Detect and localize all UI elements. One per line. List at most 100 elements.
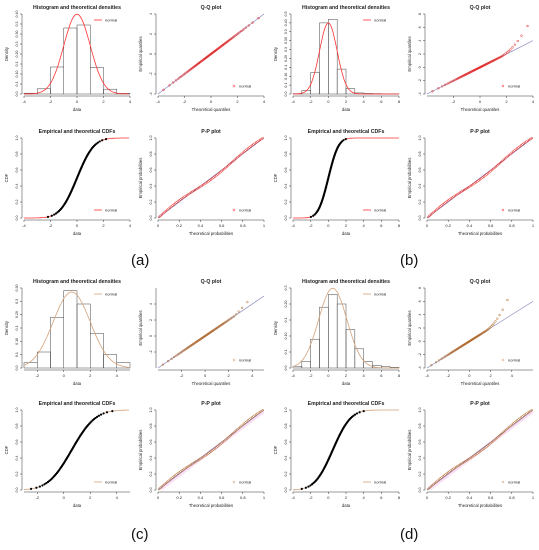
y-tick-label: -2 xyxy=(149,350,153,353)
y-tick-label: 0.4 xyxy=(284,184,288,189)
pp-point xyxy=(231,432,234,436)
legend: normal xyxy=(363,291,386,296)
pp-point xyxy=(511,422,515,425)
qq-point xyxy=(438,359,441,362)
qq-point xyxy=(437,87,440,90)
y-tick-label: 0.8 xyxy=(149,152,153,157)
x-tick-label: 2 xyxy=(345,495,348,500)
x-axis-label: Theoretical quantiles xyxy=(461,107,500,112)
qq-point xyxy=(431,90,434,93)
x-tick-label: 0 xyxy=(327,99,330,104)
qq-point xyxy=(498,313,501,317)
pp-point xyxy=(428,214,431,217)
x-tick-label: 2 xyxy=(102,99,105,104)
hist-bar xyxy=(116,362,131,369)
qq-point xyxy=(507,49,510,53)
theoretical-cdf xyxy=(293,409,399,491)
x-tick-label: 4 xyxy=(363,373,366,378)
y-tick-label: 1.0 xyxy=(284,136,288,141)
y-tick-label: 0.0 xyxy=(15,488,19,493)
qq-point xyxy=(240,306,244,310)
x-axis-label: data xyxy=(342,503,351,508)
x-tick-label: 2 xyxy=(89,373,92,378)
x-tick-label: 2 xyxy=(345,373,348,378)
plot-title: Q-Q plot xyxy=(470,279,491,285)
pp-point xyxy=(223,167,226,171)
y-tick-label: 0 xyxy=(418,66,422,68)
pp-point xyxy=(166,480,169,484)
legend-marker xyxy=(501,358,505,362)
qq-point xyxy=(167,359,170,363)
y-tick-label: 0.30 xyxy=(15,31,19,38)
qq-point xyxy=(509,48,512,51)
x-tick-label: 4 xyxy=(116,373,119,378)
plot-11: Q-Q plot Theoretical quantiles Empirical q… xyxy=(407,279,534,386)
pp-point xyxy=(216,173,219,176)
y-tick-label: 0.4 xyxy=(15,184,19,189)
pp-point xyxy=(164,209,168,213)
x-tick-label: 8 xyxy=(398,373,401,378)
qq-point xyxy=(240,29,243,33)
hist-bar xyxy=(76,24,91,95)
x-tick-label: 0 xyxy=(327,373,330,378)
panel-label-a: (a) xyxy=(131,252,150,269)
pp-point xyxy=(510,423,513,426)
qq-point xyxy=(172,355,176,359)
pp-point xyxy=(235,157,238,160)
y-axis-label: Empirical probabilities xyxy=(407,430,412,471)
x-tick-label: -2 xyxy=(309,99,313,104)
pp-point xyxy=(435,208,438,212)
pp-point xyxy=(228,435,231,438)
x-axis-label: Theoretical probabilities xyxy=(189,231,233,236)
x-tick-label: 6 xyxy=(380,373,383,378)
y-axis-label: CDF xyxy=(273,173,278,182)
ecdf-point xyxy=(96,141,100,144)
ecdf-point xyxy=(352,414,355,417)
legend-label: normal xyxy=(239,83,251,88)
pp-point xyxy=(502,430,506,433)
pp-point xyxy=(237,154,240,158)
qq-point xyxy=(238,31,241,34)
x-tick-label: 0.4 xyxy=(467,223,473,228)
pp-point xyxy=(233,430,237,433)
y-tick-label: -2 xyxy=(149,72,153,75)
y-tick-label: 0.3 xyxy=(15,299,19,304)
pp-point xyxy=(489,170,492,173)
pp-point xyxy=(488,443,491,446)
hist-bar xyxy=(292,366,303,369)
x-tick-label: 4 xyxy=(363,495,366,500)
x-tick-label: 0 xyxy=(157,223,160,228)
pp-point xyxy=(436,207,439,210)
x-tick-label: -4 xyxy=(291,373,295,378)
y-axis-label: Empirical probabilities xyxy=(138,430,143,471)
x-tick-label: 2 xyxy=(345,99,348,104)
y-tick-label: 0.1 xyxy=(284,318,288,323)
qq-point xyxy=(506,298,509,302)
x-tick-label: -2 xyxy=(309,495,313,500)
y-tick-label: 0.4 xyxy=(149,184,153,189)
legend: normal xyxy=(94,479,117,484)
density-curve xyxy=(293,22,399,95)
pp-point xyxy=(221,168,225,172)
pp-point xyxy=(488,171,491,174)
pp-point xyxy=(432,482,435,486)
ecdf-point xyxy=(98,140,101,143)
y-axis-label: Empirical quantiles xyxy=(138,36,143,71)
y-tick-label: -4 xyxy=(149,92,153,95)
x-tick-label: 2 xyxy=(228,373,231,378)
qq-point xyxy=(520,34,523,37)
legend: normal xyxy=(232,357,251,362)
legend-marker xyxy=(232,480,236,484)
density-curve xyxy=(23,291,130,368)
qq-point xyxy=(177,77,180,80)
y-tick-label: 0.10 xyxy=(15,338,19,345)
hist-bar xyxy=(363,361,373,369)
legend: normal xyxy=(232,207,251,212)
x-axis-label: data xyxy=(342,107,351,112)
pp-point xyxy=(224,438,227,441)
qq-point xyxy=(504,52,507,55)
hist-bar xyxy=(328,19,338,95)
pp-point xyxy=(494,437,498,440)
pp-point xyxy=(229,434,233,437)
x-tick-label: 6 xyxy=(380,495,383,500)
